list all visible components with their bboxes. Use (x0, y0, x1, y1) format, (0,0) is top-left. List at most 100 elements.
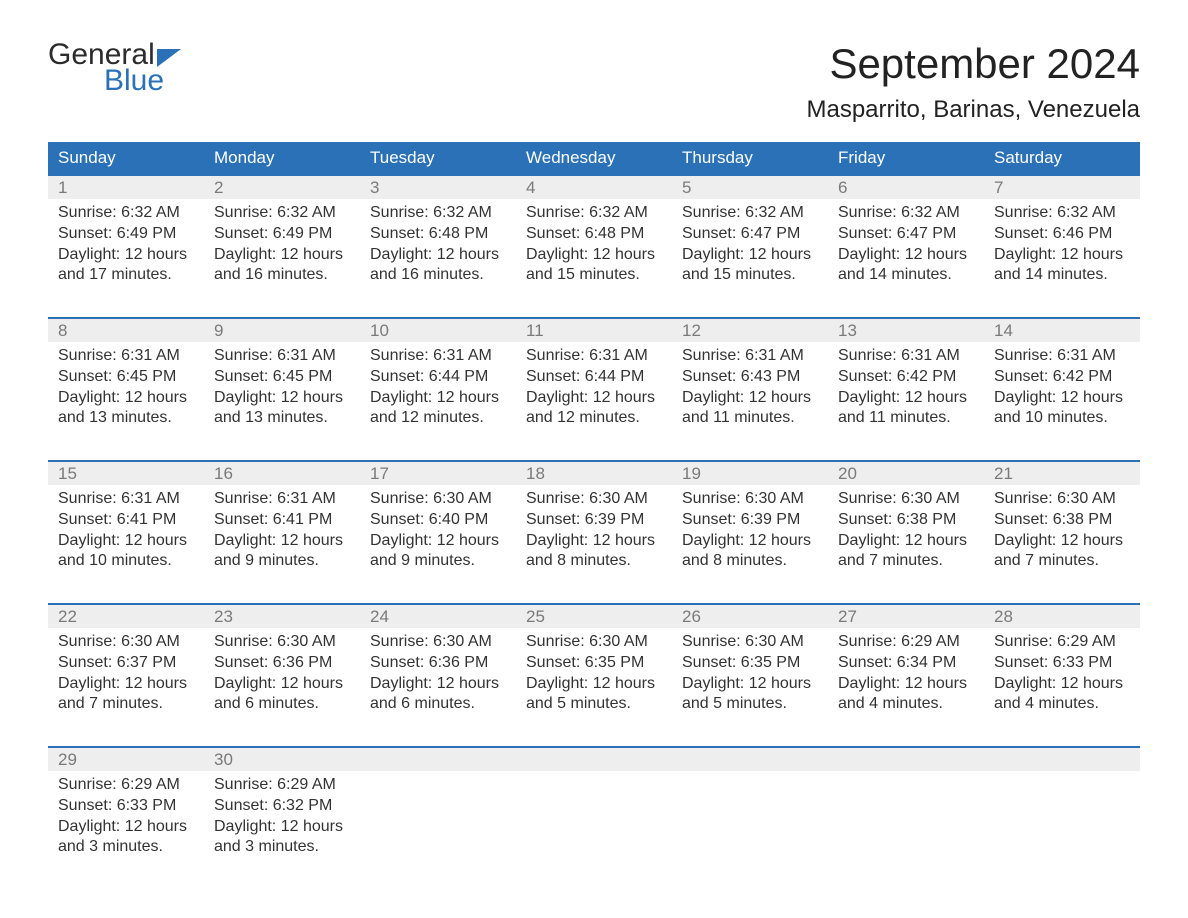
day-number-cell: 8 (48, 318, 204, 342)
sunset-line: Sunset: 6:34 PM (838, 653, 974, 674)
sunrise-line: Sunrise: 6:32 AM (58, 203, 194, 224)
sunrise-line: Sunrise: 6:30 AM (370, 489, 506, 510)
daylight-line: Daylight: 12 hours and 5 minutes. (682, 674, 818, 716)
day-number-cell: 29 (48, 747, 204, 771)
sunset-line: Sunset: 6:32 PM (214, 796, 350, 817)
day-number-cell: 15 (48, 461, 204, 485)
day-cell: Sunrise: 6:32 AMSunset: 6:47 PMDaylight:… (672, 199, 828, 293)
day-number-cell (828, 747, 984, 771)
day-number-cell: 11 (516, 318, 672, 342)
day-cell: Sunrise: 6:30 AMSunset: 6:36 PMDaylight:… (204, 628, 360, 722)
sunrise-line: Sunrise: 6:30 AM (58, 632, 194, 653)
daylight-line: Daylight: 12 hours and 12 minutes. (526, 388, 662, 430)
day-cell (672, 771, 828, 865)
day-number-cell: 22 (48, 604, 204, 628)
day-cell: Sunrise: 6:30 AMSunset: 6:37 PMDaylight:… (48, 628, 204, 722)
day-number-cell: 19 (672, 461, 828, 485)
day-number-cell: 6 (828, 175, 984, 199)
sunset-line: Sunset: 6:45 PM (58, 367, 194, 388)
sunset-line: Sunset: 6:40 PM (370, 510, 506, 531)
day-cell (828, 771, 984, 865)
day-cell: Sunrise: 6:31 AMSunset: 6:44 PMDaylight:… (516, 342, 672, 436)
daylight-line: Daylight: 12 hours and 4 minutes. (838, 674, 974, 716)
day-number-cell: 23 (204, 604, 360, 628)
week-content-row: Sunrise: 6:32 AMSunset: 6:49 PMDaylight:… (48, 199, 1140, 293)
daylight-line: Daylight: 12 hours and 6 minutes. (214, 674, 350, 716)
month-title: September 2024 (806, 40, 1140, 88)
sunrise-line: Sunrise: 6:30 AM (214, 632, 350, 653)
sunrise-line: Sunrise: 6:30 AM (526, 489, 662, 510)
day-cell: Sunrise: 6:31 AMSunset: 6:42 PMDaylight:… (984, 342, 1140, 436)
sunset-line: Sunset: 6:47 PM (682, 224, 818, 245)
title-block: September 2024 Masparrito, Barinas, Vene… (806, 40, 1140, 124)
daylight-line: Daylight: 12 hours and 16 minutes. (214, 245, 350, 287)
sunrise-line: Sunrise: 6:31 AM (682, 346, 818, 367)
sunrise-line: Sunrise: 6:31 AM (58, 346, 194, 367)
sunrise-line: Sunrise: 6:29 AM (58, 775, 194, 796)
sunrise-line: Sunrise: 6:31 AM (214, 346, 350, 367)
sunset-line: Sunset: 6:44 PM (526, 367, 662, 388)
calendar-table: Sunday Monday Tuesday Wednesday Thursday… (48, 142, 1140, 865)
day-cell (984, 771, 1140, 865)
sunset-line: Sunset: 6:38 PM (994, 510, 1130, 531)
week-content-row: Sunrise: 6:30 AMSunset: 6:37 PMDaylight:… (48, 628, 1140, 722)
sunrise-line: Sunrise: 6:29 AM (838, 632, 974, 653)
day-number-cell: 25 (516, 604, 672, 628)
day-number-cell: 9 (204, 318, 360, 342)
week-daynum-row: 1234567 (48, 175, 1140, 199)
sunrise-line: Sunrise: 6:29 AM (994, 632, 1130, 653)
daylight-line: Daylight: 12 hours and 11 minutes. (838, 388, 974, 430)
week-daynum-row: 15161718192021 (48, 461, 1140, 485)
day-cell: Sunrise: 6:32 AMSunset: 6:48 PMDaylight:… (516, 199, 672, 293)
day-number-cell: 26 (672, 604, 828, 628)
sunset-line: Sunset: 6:42 PM (994, 367, 1130, 388)
day-header: Sunday (48, 142, 204, 175)
day-cell: Sunrise: 6:32 AMSunset: 6:49 PMDaylight:… (204, 199, 360, 293)
day-number-cell (516, 747, 672, 771)
sunrise-line: Sunrise: 6:30 AM (994, 489, 1130, 510)
day-number-cell (984, 747, 1140, 771)
sunrise-line: Sunrise: 6:30 AM (370, 632, 506, 653)
day-header: Friday (828, 142, 984, 175)
sunset-line: Sunset: 6:44 PM (370, 367, 506, 388)
day-header: Saturday (984, 142, 1140, 175)
day-number-cell: 3 (360, 175, 516, 199)
sunrise-line: Sunrise: 6:32 AM (994, 203, 1130, 224)
daylight-line: Daylight: 12 hours and 7 minutes. (838, 531, 974, 573)
day-cell: Sunrise: 6:31 AMSunset: 6:45 PMDaylight:… (204, 342, 360, 436)
week-separator (48, 722, 1140, 747)
week-separator (48, 436, 1140, 461)
day-number-cell: 4 (516, 175, 672, 199)
daylight-line: Daylight: 12 hours and 8 minutes. (682, 531, 818, 573)
brand-logo: General Blue (48, 40, 181, 96)
sunrise-line: Sunrise: 6:32 AM (682, 203, 818, 224)
sunrise-line: Sunrise: 6:31 AM (994, 346, 1130, 367)
day-cell: Sunrise: 6:31 AMSunset: 6:41 PMDaylight:… (48, 485, 204, 579)
day-cell: Sunrise: 6:31 AMSunset: 6:43 PMDaylight:… (672, 342, 828, 436)
sunrise-line: Sunrise: 6:31 AM (526, 346, 662, 367)
sunset-line: Sunset: 6:33 PM (58, 796, 194, 817)
daylight-line: Daylight: 12 hours and 7 minutes. (994, 531, 1130, 573)
sunset-line: Sunset: 6:41 PM (58, 510, 194, 531)
brand-word-2: Blue (48, 66, 181, 96)
daylight-line: Daylight: 12 hours and 13 minutes. (214, 388, 350, 430)
day-cell: Sunrise: 6:32 AMSunset: 6:49 PMDaylight:… (48, 199, 204, 293)
page-header: General Blue September 2024 Masparrito, … (48, 40, 1140, 124)
daylight-line: Daylight: 12 hours and 12 minutes. (370, 388, 506, 430)
day-number-cell: 28 (984, 604, 1140, 628)
sunrise-line: Sunrise: 6:29 AM (214, 775, 350, 796)
day-header: Wednesday (516, 142, 672, 175)
day-cell: Sunrise: 6:31 AMSunset: 6:42 PMDaylight:… (828, 342, 984, 436)
daylight-line: Daylight: 12 hours and 5 minutes. (526, 674, 662, 716)
week-daynum-row: 22232425262728 (48, 604, 1140, 628)
sunset-line: Sunset: 6:45 PM (214, 367, 350, 388)
sunset-line: Sunset: 6:39 PM (682, 510, 818, 531)
sunset-line: Sunset: 6:39 PM (526, 510, 662, 531)
sunset-line: Sunset: 6:36 PM (370, 653, 506, 674)
day-cell: Sunrise: 6:30 AMSunset: 6:38 PMDaylight:… (828, 485, 984, 579)
sunrise-line: Sunrise: 6:32 AM (526, 203, 662, 224)
daylight-line: Daylight: 12 hours and 15 minutes. (682, 245, 818, 287)
sunrise-line: Sunrise: 6:32 AM (370, 203, 506, 224)
day-number-cell: 30 (204, 747, 360, 771)
sunrise-line: Sunrise: 6:31 AM (838, 346, 974, 367)
